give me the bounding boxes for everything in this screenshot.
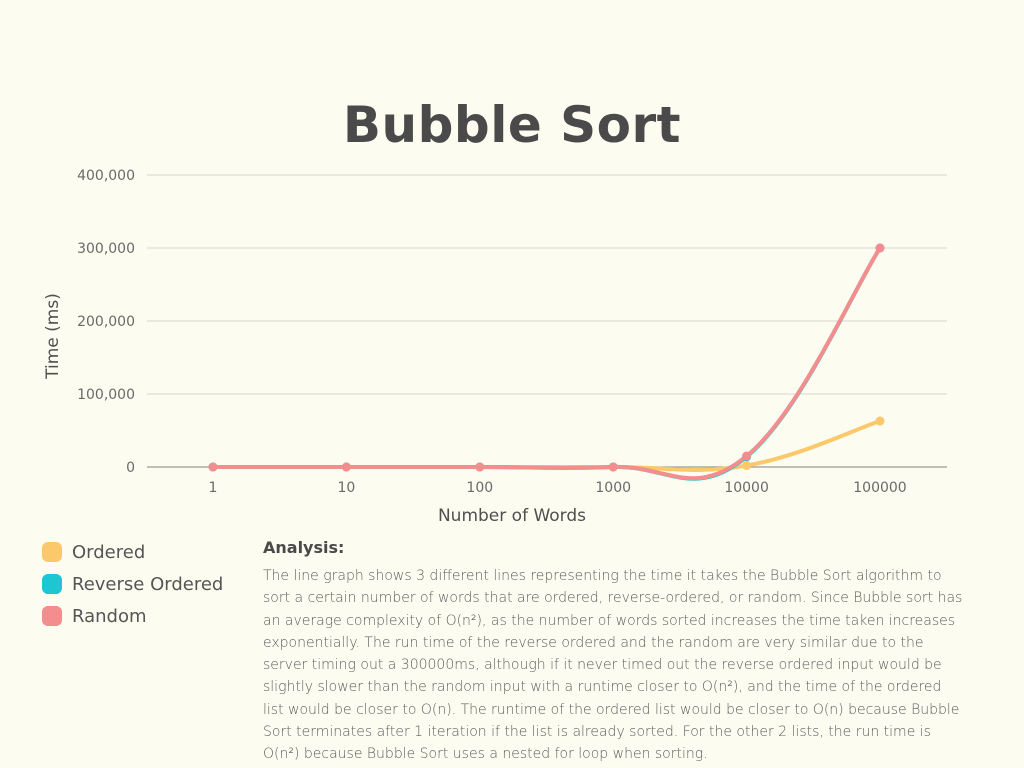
x-tick-labels: 1 10 100 1000 10000 100000 xyxy=(209,480,907,496)
series-line-ordered xyxy=(211,419,882,472)
data-point-random xyxy=(475,462,485,472)
y-tick-label: 0 xyxy=(126,460,135,476)
data-point-ordered xyxy=(742,461,752,471)
x-axis-label: Number of Words xyxy=(438,506,586,526)
data-point-random xyxy=(742,451,752,461)
y-tick-label: 400,000 xyxy=(77,168,135,184)
series-reverse-ordered xyxy=(208,243,885,481)
legend-item-ordered: Ordered xyxy=(42,536,223,568)
y-tick-label: 200,000 xyxy=(77,314,135,330)
grid-lines xyxy=(147,174,947,468)
legend-label-reverse-ordered: Reverse Ordered xyxy=(72,573,224,595)
legend-swatch-random xyxy=(42,606,62,626)
legend-swatch-ordered xyxy=(42,542,62,562)
data-point-random xyxy=(208,462,218,472)
analysis-section: Analysis: The line graph shows 3 differe… xyxy=(263,538,963,766)
analysis-text: The line graph shows 3 different lines r… xyxy=(263,568,963,763)
series-ordered xyxy=(208,416,885,472)
x-tick-label: 10000 xyxy=(724,480,769,496)
y-tick-label: 100,000 xyxy=(77,387,135,403)
x-tick-label: 100000 xyxy=(853,480,906,496)
series-random xyxy=(208,243,885,481)
series-line-reverse-ordered xyxy=(211,246,882,481)
chart-title: Bubble Sort xyxy=(342,96,682,154)
series-lines xyxy=(208,243,885,481)
data-point-ordered xyxy=(875,416,885,426)
legend-label-ordered: Ordered xyxy=(72,541,146,563)
data-point-random xyxy=(875,243,885,253)
data-point-random xyxy=(608,462,618,472)
legend-item-reverse-ordered: Reverse Ordered xyxy=(42,568,223,600)
analysis-heading: Analysis: xyxy=(263,538,345,557)
legend-label-random: Random xyxy=(72,605,147,627)
x-tick-label: 1000 xyxy=(595,480,631,496)
y-tick-label: 300,000 xyxy=(77,241,135,257)
y-tick-labels: 0 100,000 200,000 300,000 400,000 xyxy=(77,168,135,476)
legend-item-random: Random xyxy=(42,600,223,632)
x-tick-label: 100 xyxy=(466,480,493,496)
y-axis-label: Time (ms) xyxy=(43,293,63,380)
series-line-random xyxy=(211,246,882,481)
x-tick-label: 10 xyxy=(337,480,355,496)
legend: Ordered Reverse Ordered Random xyxy=(42,536,223,632)
legend-swatch-reverse-ordered xyxy=(42,574,62,594)
line-chart: 0 100,000 200,000 300,000 400,000 1 10 100 1000… xyxy=(43,168,947,526)
data-point-random xyxy=(341,462,351,472)
x-tick-label: 1 xyxy=(209,480,218,496)
